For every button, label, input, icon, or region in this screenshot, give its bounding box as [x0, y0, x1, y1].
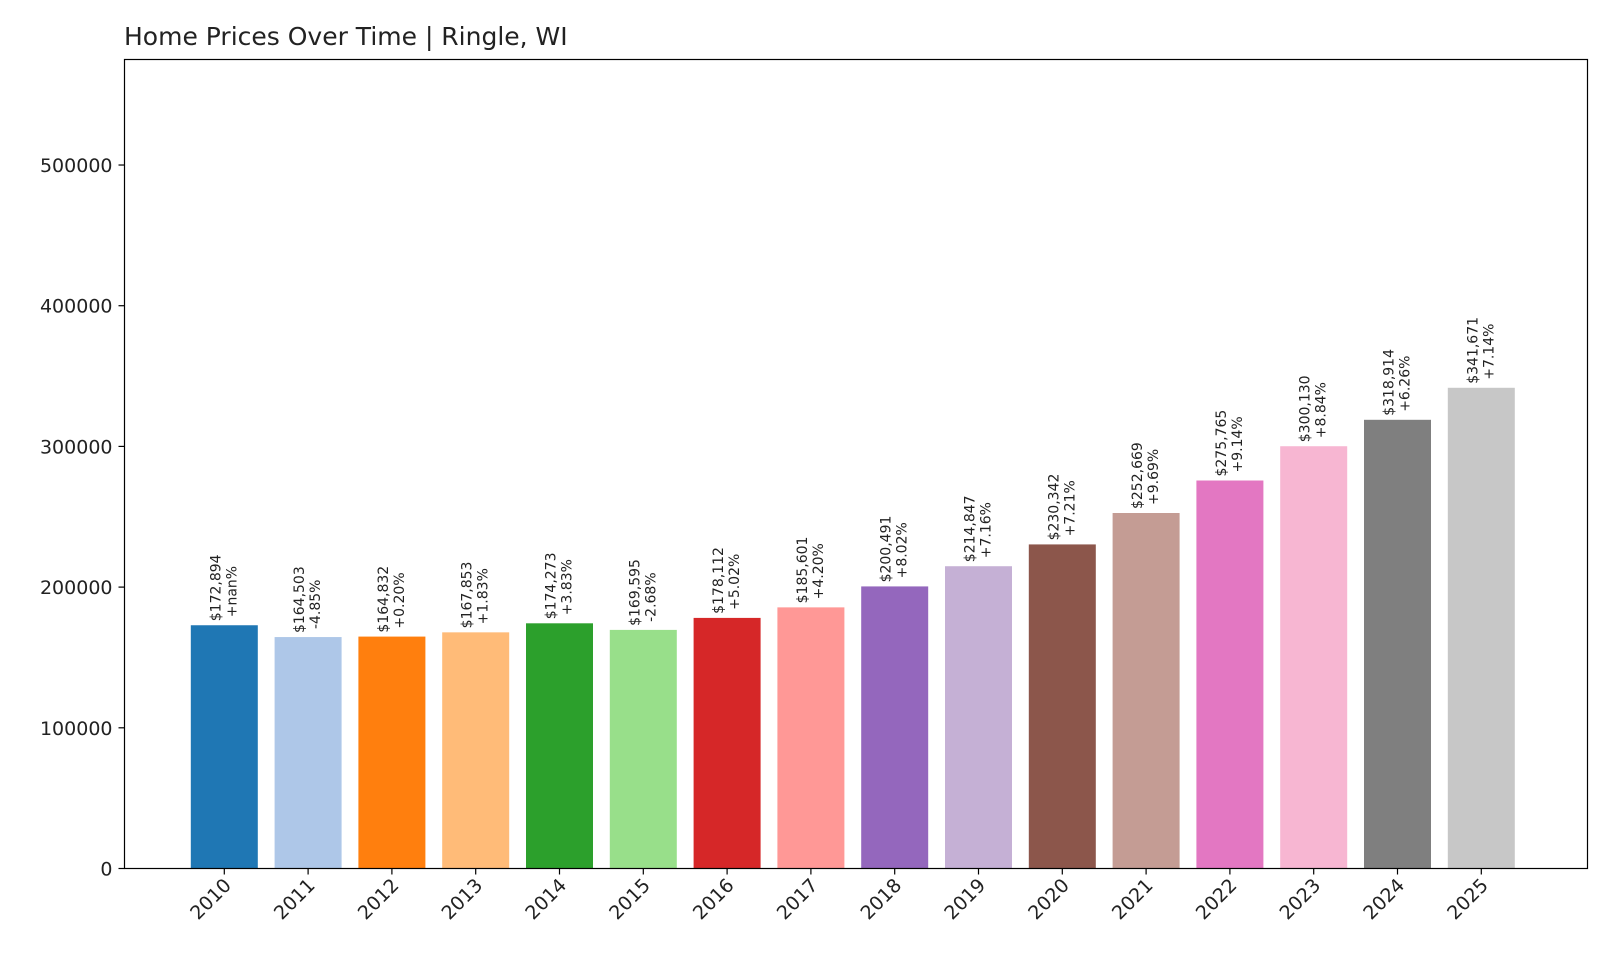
x-tick-label: 2025	[1443, 874, 1493, 924]
change-label: +nan%	[224, 566, 240, 617]
bar-2016	[693, 617, 761, 869]
x-tick-label: 2023	[1275, 874, 1325, 924]
bar-2023	[1280, 446, 1348, 869]
change-label: +8.84%	[1314, 382, 1330, 438]
x-tick-label: 2020	[1024, 874, 1074, 924]
change-label: +7.16%	[979, 502, 995, 558]
price-label: $167,853	[460, 562, 476, 629]
y-tick-label: 100000	[40, 718, 113, 740]
bar-2021	[1112, 513, 1180, 869]
bars	[190, 387, 1515, 869]
y-tick-label: 200000	[40, 577, 113, 599]
bar-2013	[442, 632, 510, 869]
change-label: +9.69%	[1146, 449, 1162, 505]
x-tick-label: 2014	[521, 874, 571, 924]
x-tick-label: 2016	[689, 874, 739, 924]
data-label: $172,894+nan%	[208, 554, 240, 621]
data-label: $164,503-4.85%	[292, 566, 324, 633]
x-tick-label: 2018	[856, 874, 906, 924]
bar-2020	[1028, 544, 1096, 869]
change-label: +0.20%	[392, 572, 408, 628]
bar-2019	[945, 566, 1012, 869]
change-label: +4.20%	[811, 543, 827, 599]
price-label: $169,595	[627, 559, 643, 626]
bar-2017	[777, 607, 845, 869]
change-label: -2.68%	[643, 572, 659, 622]
change-label: +7.14%	[1481, 324, 1497, 380]
x-axis: 2010 2011 2012 2013 2014 2015 2016 2017 2018 2019…	[186, 868, 1493, 924]
price-label: $341,671	[1465, 317, 1481, 384]
price-label: $200,491	[879, 516, 895, 583]
change-label: +6.26%	[1398, 356, 1414, 412]
y-tick-label: 300000	[40, 436, 113, 458]
y-tick-label: 500000	[40, 155, 113, 177]
price-label: $252,669	[1130, 442, 1146, 509]
price-label: $318,914	[1382, 349, 1398, 416]
bar-2012	[358, 636, 426, 869]
data-label: $174,273+3.83%	[544, 552, 576, 619]
x-tick-label: 2015	[605, 874, 655, 924]
price-label: $275,765	[1214, 410, 1230, 477]
data-label: $230,342+7.21%	[1046, 474, 1078, 541]
data-label: $164,832+0.20%	[376, 566, 408, 633]
bar-2011	[274, 637, 342, 869]
price-label: $185,601	[795, 537, 811, 604]
price-label: $300,130	[1298, 375, 1314, 442]
x-tick-label: 2012	[354, 874, 404, 924]
price-label: $164,503	[292, 566, 308, 633]
data-label: $341,671+7.14%	[1465, 317, 1497, 384]
x-tick-label: 2010	[186, 874, 236, 924]
y-axis: 0 100000 200000 300000 400000 500000	[40, 155, 125, 881]
bar-2018	[861, 586, 929, 869]
data-label: $214,847+7.16%	[963, 495, 995, 562]
price-label: $214,847	[963, 495, 979, 562]
change-label: -4.85%	[308, 580, 324, 630]
bar-2024	[1364, 419, 1431, 869]
price-label: $172,894	[208, 554, 224, 621]
price-label: $164,832	[376, 566, 392, 633]
change-label: +8.02%	[895, 522, 911, 578]
x-tick-label: 2017	[773, 874, 823, 924]
change-label: +3.83%	[560, 559, 576, 615]
price-label: $178,112	[711, 547, 727, 614]
bar-2010	[190, 625, 258, 869]
change-label: +5.02%	[727, 554, 743, 610]
data-label: $167,853+1.83%	[460, 562, 492, 629]
chart-title: Home Prices Over Time | Ringle, WI	[124, 22, 568, 51]
x-tick-label: 2011	[270, 874, 320, 924]
y-tick-label: 0	[100, 859, 112, 881]
change-label: +9.14%	[1230, 416, 1246, 472]
data-label: $275,765+9.14%	[1214, 410, 1246, 477]
data-labels: $172,894+nan% $164,503-4.85% $164,832+0.20…	[208, 317, 1497, 633]
bar-2025	[1447, 387, 1515, 869]
x-tick-label: 2024	[1359, 874, 1409, 924]
data-label: $169,595-2.68%	[627, 559, 659, 626]
change-label: +1.83%	[476, 568, 492, 624]
change-label: +7.21%	[1062, 480, 1078, 536]
bar-2022	[1196, 480, 1264, 869]
x-tick-label: 2021	[1108, 874, 1158, 924]
data-label: $318,914+6.26%	[1382, 349, 1414, 416]
price-label: $230,342	[1046, 474, 1062, 541]
y-tick-label: 400000	[40, 296, 113, 318]
bar-2014	[526, 623, 593, 869]
x-tick-label: 2022	[1192, 874, 1242, 924]
data-label: $252,669+9.69%	[1130, 442, 1162, 509]
x-tick-label: 2019	[940, 874, 990, 924]
data-label: $200,491+8.02%	[879, 516, 911, 583]
data-label: $178,112+5.02%	[711, 547, 743, 614]
plot-frame	[123, 58, 1589, 870]
x-tick-label: 2013	[437, 874, 487, 924]
data-label: $185,601+4.20%	[795, 537, 827, 604]
bar-2015	[609, 629, 677, 869]
data-label: $300,130+8.84%	[1298, 375, 1330, 442]
price-label: $174,273	[544, 552, 560, 619]
